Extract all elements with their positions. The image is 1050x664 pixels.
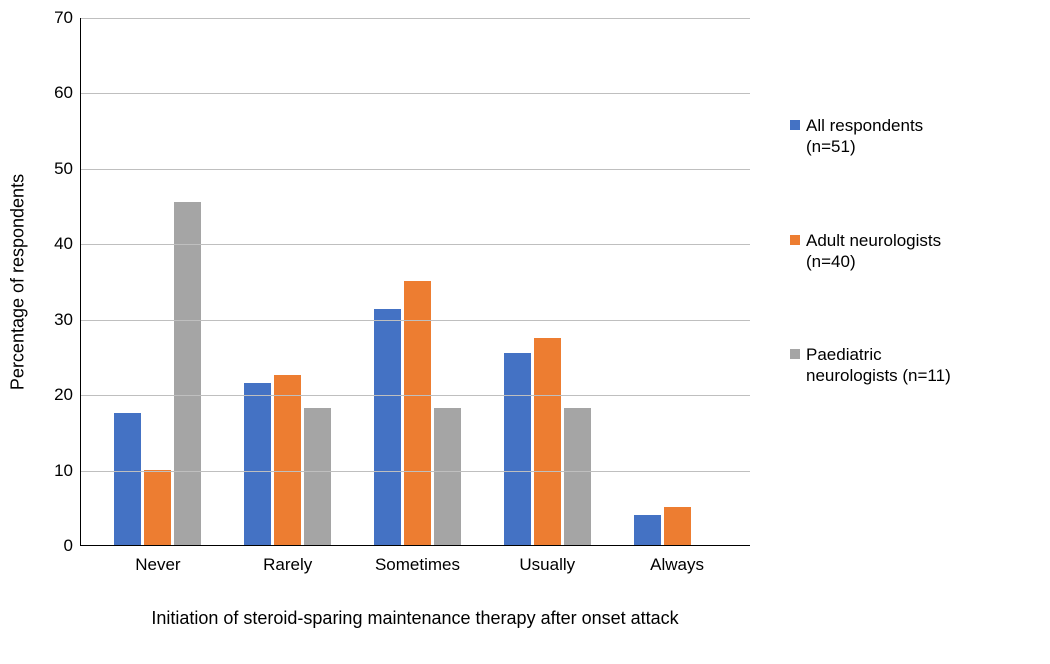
y-axis-title: Percentage of respondents [8,174,29,390]
bar-groups-container: NeverRarelySometimesUsuallyAlways [81,18,750,545]
legend-swatch [790,120,800,130]
legend-entry: Adult neurologists (n=40) [790,230,951,273]
y-tick-label: 20 [54,385,81,405]
legend-entry: Paediatric neurologists (n=11) [790,344,951,387]
chart-frame: Percentage of respondents NeverRarelySom… [0,0,1050,664]
y-tick-label: 40 [54,234,81,254]
bar [504,353,531,545]
legend: All respondents (n=51) Adult neurologists… [790,115,951,387]
y-tick-label: 0 [64,536,81,556]
y-tick-label: 10 [54,461,81,481]
bar [634,515,661,545]
bar [534,338,561,545]
bar [144,470,171,545]
bar [174,202,201,545]
plot-area: NeverRarelySometimesUsuallyAlways 010203… [80,18,750,546]
grid-line [81,395,750,396]
bar-group: Never [93,18,223,545]
grid-line [81,471,750,472]
x-axis-title: Initiation of steroid-sparing maintenanc… [151,608,678,629]
x-tick-label: Usually [519,545,575,575]
bar [374,309,401,545]
x-tick-label: Rarely [263,545,312,575]
legend-label: Adult neurologists (n=40) [806,230,941,273]
bar [274,375,301,545]
bar [244,383,271,545]
bar [304,408,331,545]
legend-entry: All respondents (n=51) [790,115,951,158]
bar [434,408,461,545]
bar [114,413,141,545]
bar-group: Rarely [223,18,353,545]
grid-line [81,169,750,170]
legend-label: All respondents (n=51) [806,115,923,158]
y-tick-label: 30 [54,310,81,330]
y-tick-label: 50 [54,159,81,179]
grid-line [81,244,750,245]
bar [664,507,691,545]
x-tick-label: Sometimes [375,545,460,575]
x-tick-label: Never [135,545,180,575]
grid-line [81,320,750,321]
y-tick-label: 60 [54,83,81,103]
bar [564,408,591,545]
legend-swatch [790,235,800,245]
bar-group: Usually [482,18,612,545]
legend-swatch [790,349,800,359]
bar-group: Sometimes [353,18,483,545]
x-tick-label: Always [650,545,704,575]
grid-line [81,18,750,19]
grid-line [81,93,750,94]
y-tick-label: 70 [54,8,81,28]
legend-label: Paediatric neurologists (n=11) [806,344,951,387]
bar-group: Always [612,18,742,545]
